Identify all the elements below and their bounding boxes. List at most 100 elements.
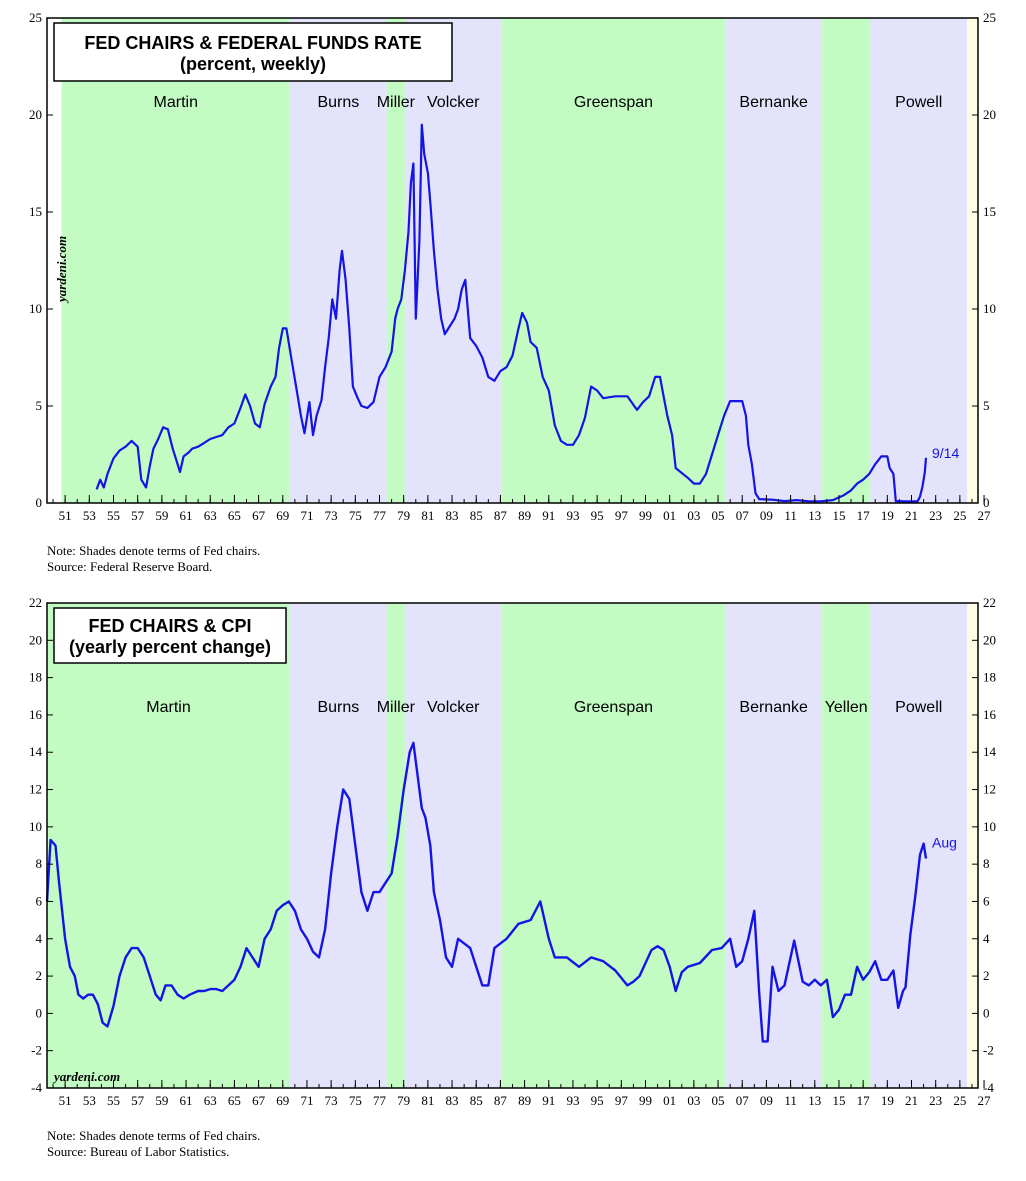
y-tick-label-right: 22 [983,595,996,610]
x-tick-label: 91 [542,1093,555,1108]
fed-funds-rate-line [95,123,928,503]
x-tick-label: 21 [905,1093,918,1108]
brand-watermark: yardeni.com [52,1069,120,1084]
chair-term-shade [725,603,823,1088]
chart-title-box: FED CHAIRS & FEDERAL FUNDS RATE (percent… [53,22,453,82]
x-tick-label: 15 [832,1093,845,1108]
chair-label-martin: Martin [154,94,198,111]
chair-label-yellen: Yellen [825,699,868,716]
cpi-chart: Martin Burns Miller Volcker Greenspan Bernank… [29,595,997,1159]
y-tick-label-right: 16 [983,707,997,722]
chair-term-shade [870,603,968,1088]
x-tick-label: 73 [325,508,338,523]
x-tick-label: 59 [155,508,168,523]
x-tick-label: 85 [470,1093,483,1108]
chair-term-shade [61,18,291,503]
x-tick-label: 93 [566,1093,579,1108]
x-tick-label: 85 [470,508,483,523]
x-tick-label: 89 [518,508,531,523]
x-tick-label: 07 [736,1093,750,1108]
x-tick-label: 81 [421,1093,434,1108]
y-tick-label-left: 4 [36,931,43,946]
x-tick-label: 59 [155,1093,168,1108]
x-tick-label: 55 [107,1093,120,1108]
y-tick-label-left: -2 [31,1043,42,1058]
chair-term-shade [290,603,387,1088]
chair-label-miller: Miller [377,699,416,716]
x-tick-label: 17 [857,1093,871,1108]
x-tick-label: 25 [953,1093,966,1108]
chair-term-shade [404,603,502,1088]
y-tick-label-right: 18 [983,670,996,685]
x-tick-label: 21 [905,508,918,523]
y-tick-label-left: 20 [29,107,42,122]
y-tick-label-left: 16 [29,707,43,722]
x-tick-label: 71 [300,1093,313,1108]
brand-watermark: yardeni.com [54,236,69,304]
x-tick-label: 51 [59,1093,72,1108]
x-tick-label: 73 [325,1093,338,1108]
x-tick-label: 83 [446,508,459,523]
x-tick-label: 95 [591,1093,604,1108]
x-tick-label: 65 [228,1093,241,1108]
chair-term-shade [870,18,968,503]
x-tick-label: 07 [736,508,750,523]
x-tick-label: 69 [276,1093,289,1108]
y-tick-label-left: 0 [36,1005,43,1020]
chair-term-shade [47,603,291,1088]
x-tick-label: 09 [760,1093,773,1108]
future-shade [967,603,978,1088]
chair-label-bernanke: Bernanke [739,94,808,111]
x-tick-label: 57 [131,508,145,523]
x-tick-label: 13 [808,508,821,523]
x-tick-label: 11 [784,1093,797,1108]
x-tick-label: 03 [687,508,700,523]
y-tick-label-left: 12 [29,782,42,797]
chair-labels: Martin Burns Miller Volcker Greenspan Bernank… [146,699,942,716]
y-tick-label-right: 2 [983,968,990,983]
y-tick-label-right: 20 [983,107,996,122]
x-tick-label: 91 [542,508,555,523]
cpi-line [45,741,928,1043]
x-tick-label: 75 [349,1093,362,1108]
y-tick-label-right: 8 [983,856,990,871]
end-label-9-14: 9/14 [932,445,959,461]
chart-title-box: FED CHAIRS & CPI (yearly percent change) [53,607,287,664]
y-tick-label-right: 12 [983,782,996,797]
chair-label-powell: Powell [895,699,942,716]
x-tick-label: 63 [204,1093,217,1108]
y-tick-label-right: 0 [983,495,990,510]
x-tick-label: 97 [615,1093,629,1108]
y-tick-label-right: 14 [983,744,997,759]
x-tick-label: 03 [687,1093,700,1108]
x-tick-label: 87 [494,1093,508,1108]
x-tick-label: 63 [204,508,217,523]
x-tick-label: 97 [615,508,629,523]
y-tick-label-right: 20 [983,632,996,647]
x-tick-label: 77 [373,508,387,523]
x-tick-label: 01 [663,508,676,523]
x-tick-label: 09 [760,508,773,523]
x-tick-label: 99 [639,508,652,523]
y-tick-label-left: 0 [36,495,43,510]
chair-label-greenspan: Greenspan [574,94,653,111]
note-text: Note: Shades denote terms of Fed chairs. [47,543,260,558]
chart-subtitle: (percent, weekly) [180,54,326,74]
x-tick-label: 89 [518,1093,531,1108]
x-tick-label: 93 [566,508,579,523]
chair-label-greenspan: Greenspan [574,699,653,716]
x-tick-label: 79 [397,1093,410,1108]
chair-shades [61,18,978,503]
x-tick-label: 57 [131,1093,145,1108]
x-tick-label: 23 [929,508,942,523]
chair-label-powell: Powell [895,94,942,111]
y-tick-label-right: 5 [983,398,990,413]
chair-label-burns: Burns [317,94,359,111]
x-tick-label: 67 [252,1093,266,1108]
y-tick-label-left: 14 [29,744,43,759]
y-tick-label-left: 22 [29,595,42,610]
chair-shades [47,603,978,1088]
